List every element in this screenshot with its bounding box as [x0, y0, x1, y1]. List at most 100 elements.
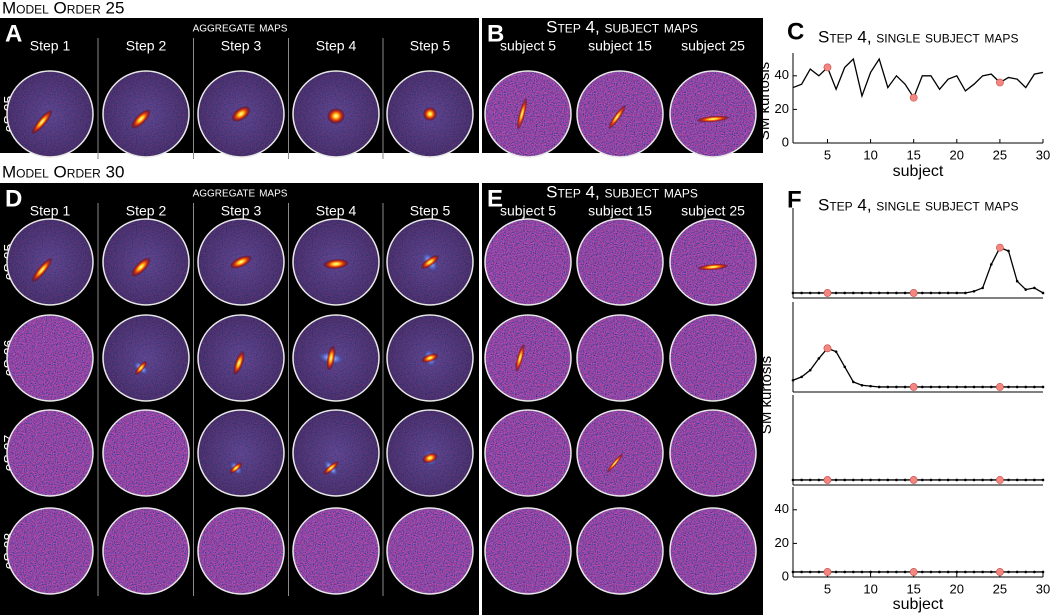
point [1007, 478, 1010, 482]
point [834, 478, 838, 482]
column-label: subject 25 [681, 38, 745, 54]
point [860, 291, 864, 295]
column-label: subject 25 [681, 203, 745, 219]
map [386, 409, 474, 497]
point [964, 570, 967, 574]
map-outline [576, 507, 664, 595]
map-outline [484, 507, 572, 595]
map-outline [6, 218, 94, 306]
column-label: Step 3 [221, 38, 262, 54]
point [1033, 286, 1036, 290]
point [877, 478, 881, 482]
point [869, 478, 872, 482]
heading: Model Order 25 [2, 0, 124, 17]
map-hot [420, 254, 440, 270]
point [1024, 288, 1028, 291]
point [808, 368, 812, 372]
map-outline [576, 70, 664, 158]
point [972, 289, 976, 293]
x-axis-label: subject [893, 163, 944, 180]
point [1033, 478, 1036, 482]
x-tick-label: 5 [824, 147, 831, 162]
point [1015, 478, 1019, 482]
map-outline [197, 70, 285, 158]
highlight-point [823, 476, 832, 484]
map-hot [229, 255, 253, 269]
y-axis-label: SM kurtosis [758, 356, 775, 434]
point [938, 478, 941, 482]
point [808, 570, 812, 574]
point [972, 385, 976, 389]
map-outline [102, 507, 190, 595]
map-outline [292, 314, 380, 402]
highlight-point [995, 568, 1004, 576]
point [852, 570, 855, 574]
point [860, 570, 864, 574]
map-noise [670, 219, 756, 305]
map-noise [103, 508, 189, 594]
point [938, 570, 941, 574]
column-label: subject 15 [588, 38, 652, 54]
map [6, 507, 94, 595]
point [938, 385, 941, 389]
x-tick-label: 15 [906, 581, 920, 596]
map [484, 507, 572, 595]
highlight-point [909, 568, 918, 576]
y-tick-label: 0 [782, 568, 789, 583]
map-outline [386, 218, 474, 306]
point [903, 385, 907, 389]
point [921, 291, 924, 295]
map-outline [669, 409, 757, 497]
map-outline [386, 507, 474, 595]
point [903, 291, 907, 295]
map [292, 218, 380, 306]
point [981, 286, 984, 290]
point [791, 478, 795, 482]
map-outline [576, 314, 664, 402]
map-outline [669, 507, 757, 595]
point [929, 570, 933, 574]
map-outline [669, 70, 757, 158]
point [800, 291, 803, 295]
x-tick-label: 30 [1036, 147, 1050, 162]
point [817, 291, 821, 295]
map [6, 409, 94, 497]
highlight-point [995, 383, 1004, 391]
panel-title: Step 4, subject maps [546, 17, 698, 36]
map-noise [577, 219, 663, 305]
point [955, 478, 959, 482]
y-axis-label: SM kurtosis [756, 62, 773, 140]
map-outline [197, 507, 285, 595]
map-hot [516, 97, 528, 131]
map [102, 70, 190, 158]
map-noise [198, 410, 284, 496]
point [877, 385, 881, 389]
point [843, 570, 847, 574]
map [386, 314, 474, 402]
map-outline [292, 70, 380, 158]
point [955, 291, 959, 295]
map-outline [197, 218, 285, 306]
map-outline [669, 314, 757, 402]
point [1041, 385, 1045, 389]
map-hot [323, 258, 349, 270]
map-hot [697, 263, 729, 271]
map-outline [197, 409, 285, 497]
point [843, 478, 847, 482]
chart-title: Step 4, single subject maps [818, 195, 1018, 214]
panel-letter: C [787, 18, 804, 45]
point [852, 291, 855, 295]
map-outline [669, 218, 757, 306]
x-tick-label: 25 [993, 147, 1007, 162]
column-label: subject 15 [588, 203, 652, 219]
point [972, 478, 976, 482]
point [1007, 249, 1010, 253]
point [895, 385, 898, 389]
point [895, 570, 898, 574]
point [964, 291, 967, 295]
map-noise [7, 410, 93, 496]
map-outline [102, 218, 190, 306]
point [989, 263, 993, 266]
map-hot [696, 115, 730, 123]
